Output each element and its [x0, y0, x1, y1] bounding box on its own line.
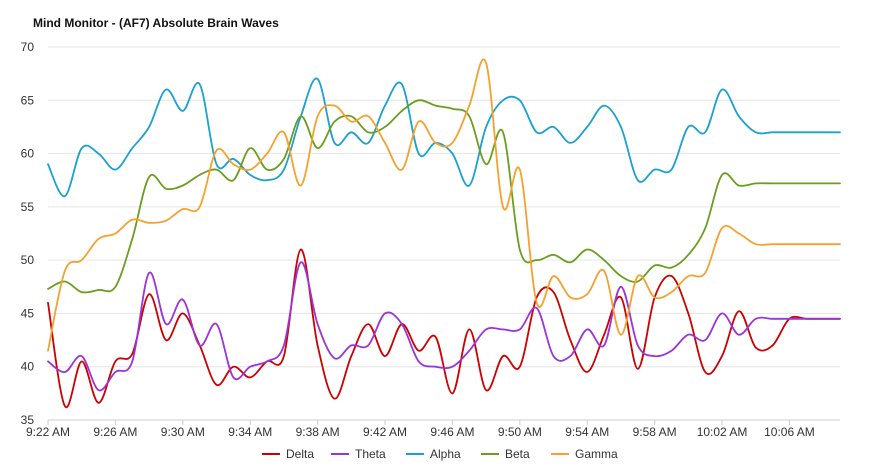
- y-tick-label: 55: [21, 200, 35, 214]
- series-line-beta: [47, 99, 841, 294]
- legend-label: Alpha: [430, 447, 461, 461]
- y-tick-label: 60: [21, 147, 35, 161]
- legend-item-delta[interactable]: Delta: [262, 447, 314, 461]
- chart-title: Mind Monitor - (AF7) Absolute Brain Wave…: [33, 16, 279, 30]
- series-line-delta: [47, 248, 841, 409]
- legend-item-alpha[interactable]: Alpha: [406, 447, 461, 461]
- x-tick-label: 9:22 AM: [26, 425, 70, 439]
- y-tick-label: 35: [21, 413, 35, 427]
- legend: Delta Theta Alpha Beta Gamma: [262, 447, 618, 461]
- x-tick-label: 9:58 AM: [633, 425, 677, 439]
- legend-item-gamma[interactable]: Gamma: [551, 447, 618, 461]
- x-tick-label: 9:50 AM: [498, 425, 542, 439]
- x-tick-label: 10:06 AM: [764, 425, 815, 439]
- x-tick-label: 9:30 AM: [161, 425, 205, 439]
- x-tick-label: 9:34 AM: [228, 425, 272, 439]
- x-tick-label: 9:42 AM: [363, 425, 407, 439]
- legend-item-beta[interactable]: Beta: [481, 447, 530, 461]
- series-line-gamma: [47, 58, 841, 352]
- legend-item-theta[interactable]: Theta: [331, 447, 386, 461]
- y-tick-label: 50: [21, 253, 35, 267]
- y-tick-label: 65: [21, 93, 35, 107]
- x-tick-label: 9:38 AM: [296, 425, 340, 439]
- x-tick-label: 9:54 AM: [565, 425, 609, 439]
- x-tick-label: 9:46 AM: [430, 425, 474, 439]
- gridlines: [48, 46, 840, 421]
- y-tick-label: 40: [21, 360, 35, 374]
- legend-label: Beta: [505, 447, 530, 461]
- x-tick-label: 10:02 AM: [697, 425, 748, 439]
- y-tick-label: 70: [21, 40, 35, 54]
- y-tick-label: 45: [21, 306, 35, 320]
- series-lines: [47, 58, 841, 409]
- legend-label: Delta: [286, 447, 314, 461]
- x-axis-ticks: 9:22 AM 9:26 AM 9:30 AM 9:34 AM 9:38 AM 9:42 …: [26, 420, 815, 439]
- series-line-alpha: [47, 77, 841, 198]
- legend-label: Theta: [355, 447, 386, 461]
- series-line-theta: [47, 261, 841, 392]
- y-axis-ticks: 35 40 45 50 55 60 65 70: [21, 40, 35, 427]
- legend-label: Gamma: [575, 447, 618, 461]
- x-tick-label: 9:26 AM: [93, 425, 137, 439]
